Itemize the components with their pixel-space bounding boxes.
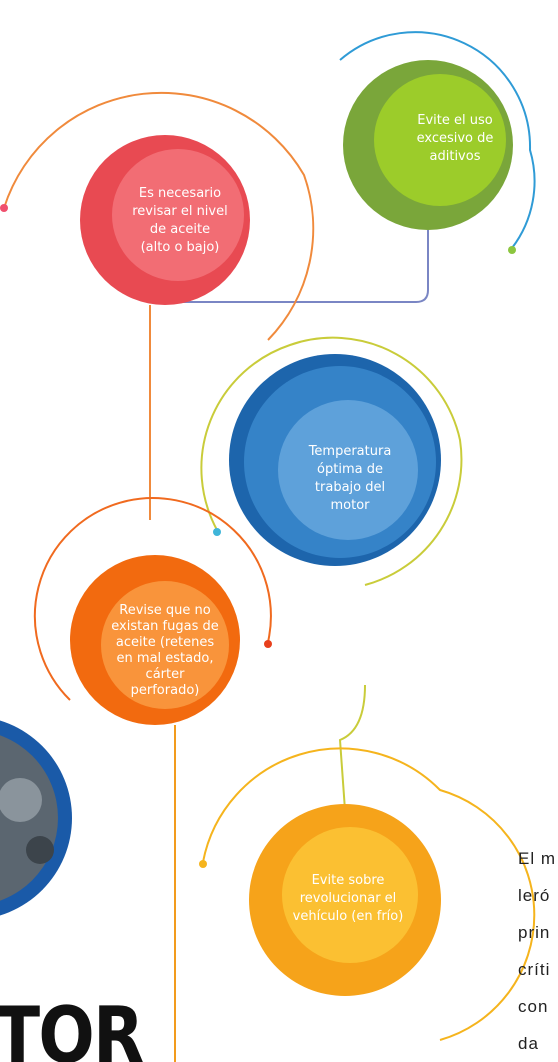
- dot: [213, 528, 221, 536]
- node-label: aditivos: [430, 149, 481, 164]
- node-label: (alto o bajo): [141, 240, 220, 255]
- node-label: Evite el uso: [417, 113, 493, 128]
- dots: [0, 204, 516, 868]
- node-label: vehículo (en frío): [293, 909, 404, 924]
- dot: [264, 640, 272, 648]
- node-label: en mal estado,: [117, 651, 214, 666]
- node-label: revolucionar el: [300, 891, 397, 906]
- paragraph-line: El m: [518, 849, 556, 868]
- engine-part: [26, 836, 54, 864]
- dot: [0, 204, 8, 212]
- paragraph-line: con: [518, 997, 548, 1016]
- node-label: cárter: [146, 667, 186, 682]
- node-label: revisar el nivel: [132, 204, 227, 219]
- paragraph-line: prin: [518, 923, 550, 942]
- title-fragment: TOR: [0, 991, 143, 1062]
- node-label: Temperatura: [308, 444, 392, 459]
- paragraph-line: da: [518, 1034, 539, 1053]
- node-label: Revise que no: [119, 603, 211, 618]
- node-label: excesivo de: [417, 131, 494, 146]
- infographic: Evite el uso excesivo de aditivos Es necesa…: [0, 0, 558, 1062]
- node-label: perforado): [131, 683, 200, 698]
- paragraph: El m leró prin críti con da: [518, 849, 556, 1053]
- dot: [199, 860, 207, 868]
- node-label: trabajo del: [315, 480, 385, 495]
- node-label: de aceite: [150, 222, 210, 237]
- node-label: Evite sobre: [312, 873, 385, 888]
- paragraph-line: leró: [518, 886, 550, 905]
- node-label: óptima de: [317, 462, 383, 477]
- paragraph-line: críti: [518, 960, 550, 979]
- node-label: existan fugas de: [111, 619, 218, 634]
- engine-part: [0, 778, 42, 822]
- node-label: Es necesario: [139, 186, 221, 201]
- dot: [508, 246, 516, 254]
- node-label: motor: [330, 498, 370, 513]
- node-label: aceite (retenes: [116, 635, 214, 650]
